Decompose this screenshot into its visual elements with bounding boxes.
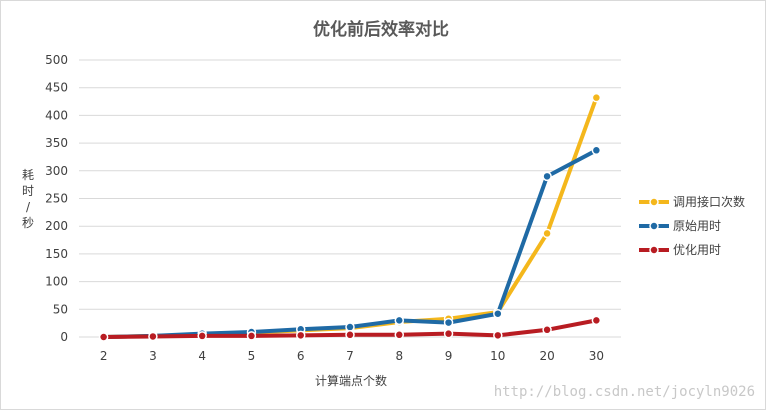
- x-tick-label: 6: [297, 349, 305, 363]
- series-point: [443, 328, 454, 339]
- series-point: [394, 315, 405, 326]
- y-tick-label: 150: [45, 247, 68, 261]
- x-axis-title: 计算端点个数: [315, 373, 387, 388]
- series-point: [345, 330, 355, 340]
- y-tick-label: 50: [53, 302, 68, 316]
- y-axis-ticks: 0 50 100 150 200 250 300 350 400 450 500: [45, 53, 68, 344]
- y-axis-title: 耗时/秒: [22, 168, 34, 230]
- y-tick-label: 200: [45, 219, 68, 233]
- legend-label: 原始用时: [673, 219, 721, 233]
- y-tick-label: 350: [45, 136, 68, 150]
- series-point: [542, 228, 552, 239]
- series-point: [197, 331, 207, 341]
- x-tick-label: 20: [539, 349, 554, 363]
- x-tick-label: 2: [100, 349, 108, 363]
- series-point: [591, 145, 602, 156]
- series-point: [148, 331, 158, 342]
- series-line-0: [101, 95, 599, 339]
- series-point: [246, 331, 257, 341]
- x-tick-label: 8: [395, 349, 403, 363]
- series-point: [542, 171, 552, 182]
- series-point: [591, 92, 602, 103]
- series-point: [394, 330, 405, 340]
- y-tick-label: 0: [60, 330, 68, 344]
- x-tick-label: 3: [149, 349, 157, 363]
- series-point: [98, 332, 109, 342]
- y-tick-label: 400: [45, 108, 68, 122]
- series-point: [591, 315, 602, 326]
- series-point: [345, 322, 355, 332]
- series-point: [443, 317, 454, 328]
- gridlines: [79, 59, 621, 338]
- legend-swatch-marker: [649, 245, 659, 255]
- series-point: [295, 330, 306, 341]
- x-tick-label: 30: [589, 349, 604, 363]
- legend-label: 调用接口次数: [673, 194, 745, 209]
- y-tick-label: 300: [45, 164, 68, 178]
- x-tick-label: 7: [346, 349, 354, 363]
- x-tick-label: 9: [445, 349, 453, 363]
- series-layer: [98, 92, 602, 342]
- x-tick-label: 10: [490, 349, 505, 363]
- y-tick-label: 250: [45, 192, 68, 206]
- legend-swatch-marker: [649, 221, 659, 231]
- x-tick-label: 4: [198, 349, 206, 363]
- y-tick-label: 450: [45, 81, 68, 95]
- y-tick-label: 500: [45, 53, 68, 67]
- chart-title: 优化前后效率对比: [313, 19, 449, 40]
- y-tick-label: 100: [45, 275, 68, 289]
- series-point: [542, 325, 552, 335]
- x-axis-ticks: 2 3 4 5 6 7 8 9 10 20 30: [100, 349, 604, 363]
- series-point: [493, 308, 503, 319]
- series-point: [493, 330, 503, 341]
- legend-swatch-marker: [649, 197, 659, 207]
- legend-label: 优化用时: [673, 243, 721, 257]
- watermark: http://blog.csdn.net/jocyln9026: [494, 384, 755, 400]
- x-tick-label: 5: [248, 349, 256, 363]
